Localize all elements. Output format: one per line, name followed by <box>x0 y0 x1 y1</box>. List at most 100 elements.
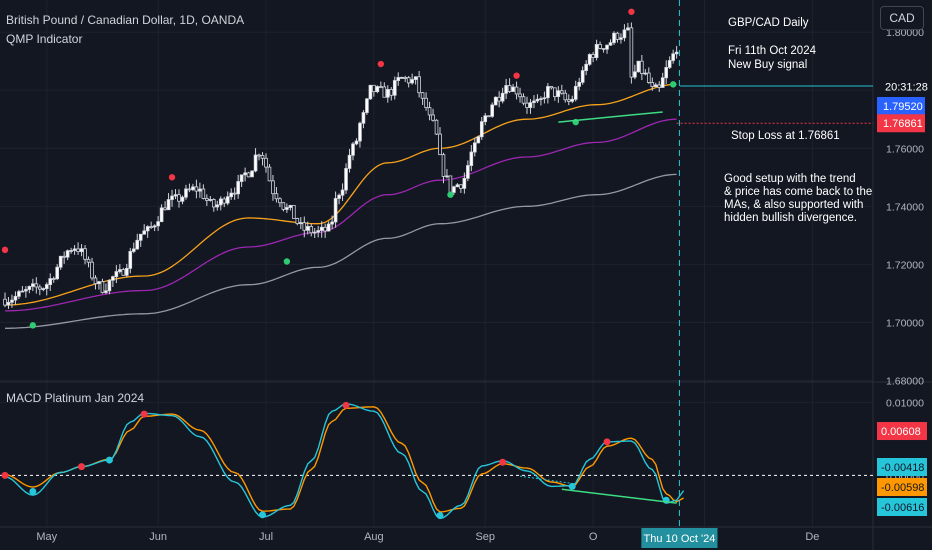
ema-slow-line <box>5 173 677 329</box>
candle-body <box>431 114 435 121</box>
candle-body <box>10 299 14 303</box>
candle-body <box>612 32 616 44</box>
candle-body <box>149 226 153 228</box>
time-tick-label: Aug <box>364 531 384 543</box>
countdown-tag-bg <box>877 79 925 94</box>
candle-body <box>38 286 42 290</box>
candle-body <box>427 107 432 116</box>
buy-signal-dot <box>283 258 291 265</box>
candle-body <box>417 76 421 94</box>
candle-body <box>250 170 254 178</box>
candle-body <box>455 184 460 188</box>
symbol-title[interactable]: British Pound / Canadian Dollar, 1D, OAN… <box>6 13 245 27</box>
candle-body <box>86 258 91 263</box>
current-price-label: 1.79520 <box>883 101 923 113</box>
candle-body <box>6 301 11 306</box>
candle-body <box>410 79 414 84</box>
candle-body <box>483 115 488 123</box>
macd-value-tag <box>877 478 927 496</box>
candle-body <box>521 96 526 104</box>
macd-buy-dot <box>105 456 113 464</box>
price-tick-label: 1.68000 <box>886 376 924 388</box>
candle-body <box>539 98 543 101</box>
candle-body <box>58 255 63 268</box>
candle-body <box>180 196 185 202</box>
candle-body <box>222 198 227 204</box>
candle-body <box>584 63 588 71</box>
time-tick-label: May <box>36 531 57 543</box>
price-tick-label: 1.70000 <box>886 317 924 329</box>
candle-body <box>476 136 481 144</box>
candle-body <box>191 186 195 191</box>
candle-body <box>305 226 310 231</box>
candle-body <box>156 221 160 227</box>
macd-value-label: -0.00598 <box>881 482 924 494</box>
candle-body <box>285 207 289 210</box>
candle-body <box>549 86 554 89</box>
annotation-title: GBP/CAD Daily <box>728 17 809 29</box>
indicator-label[interactable]: QMP Indicator <box>6 32 83 46</box>
candle-body <box>347 154 352 169</box>
candle-body <box>163 207 167 211</box>
candle-body <box>187 188 192 191</box>
candle-body <box>434 119 439 135</box>
candle-body <box>211 199 216 208</box>
candle-body <box>466 165 470 179</box>
candle-body <box>542 97 547 100</box>
time-tick-label: De <box>805 531 819 543</box>
price-tick-label: 1.80000 <box>886 27 924 39</box>
currency-button[interactable]: CAD <box>880 6 924 30</box>
price-axis[interactable]: 1.800001.780001.760001.740001.720001.700… <box>877 27 928 516</box>
candle-body <box>225 196 230 204</box>
macd-indicator-label[interactable]: MACD Platinum Jan 2024 <box>6 391 145 405</box>
macd-sell-dot <box>78 463 86 471</box>
candle-body <box>340 189 345 196</box>
candle-body <box>626 27 630 31</box>
macd-panel <box>0 401 873 520</box>
stop-loss-price-label: 1.76861 <box>883 118 923 130</box>
macd-sell-dot <box>499 458 507 466</box>
current-price-tag <box>877 97 925 115</box>
sell-signal-dot <box>168 174 176 181</box>
candle-body <box>24 289 28 292</box>
candle-body <box>55 266 59 280</box>
time-tick-label: O <box>589 531 598 543</box>
candle-body <box>44 284 49 289</box>
candle-body <box>424 97 428 108</box>
candle-body <box>170 195 174 200</box>
macd-divergence-dashed <box>519 475 573 484</box>
candle-body <box>619 37 623 40</box>
moving-averages <box>4 83 677 329</box>
candle-body <box>218 198 223 206</box>
candle-body <box>27 286 32 290</box>
candle-body <box>292 205 296 219</box>
candle-body <box>159 207 164 223</box>
candle-body <box>594 44 599 58</box>
price-tick-label: 1.74000 <box>886 201 924 213</box>
candle-body <box>257 154 261 157</box>
time-axis[interactable]: MayJunJulAugSepONovDeThu 10 Oct '24 <box>36 528 819 548</box>
candle-body <box>288 205 293 208</box>
annotation-stop-loss: Stop Loss at 1.76861 <box>731 130 840 142</box>
candle-body <box>166 199 171 211</box>
candle-body <box>379 86 383 88</box>
candle-body <box>382 86 387 98</box>
candle-body <box>459 184 463 189</box>
candle-body <box>514 86 519 95</box>
candle-body <box>546 86 550 99</box>
candle-body <box>504 85 508 94</box>
macd-value-tag <box>877 422 927 441</box>
ema-mid-line <box>4 118 677 312</box>
macd-value-tag <box>877 498 927 516</box>
candle-body <box>152 225 157 228</box>
candle-body <box>239 174 244 182</box>
time-tick-label: Jul <box>259 531 273 543</box>
price-tick-label: 1.76000 <box>886 143 924 155</box>
candle-body <box>560 90 564 94</box>
candle-body <box>399 77 404 79</box>
candle-body <box>131 248 136 252</box>
candle-body <box>351 143 355 156</box>
candle-body <box>274 193 279 200</box>
candle-body <box>608 42 613 46</box>
